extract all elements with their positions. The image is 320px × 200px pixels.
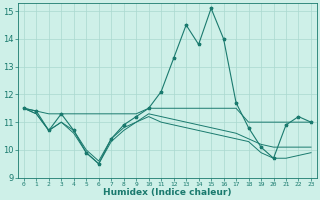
X-axis label: Humidex (Indice chaleur): Humidex (Indice chaleur): [103, 188, 232, 197]
